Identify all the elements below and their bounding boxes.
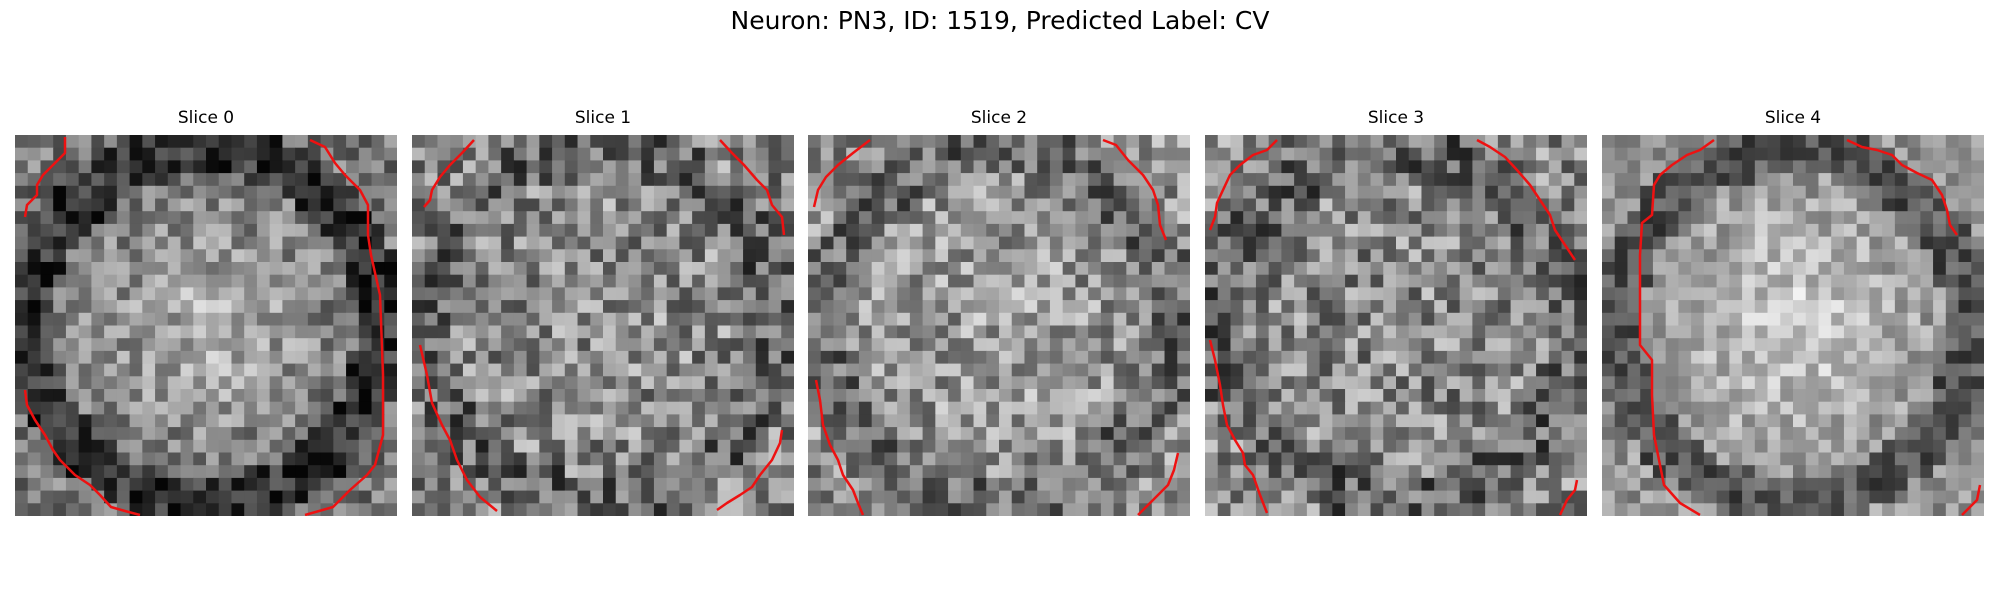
slice-image bbox=[412, 135, 794, 516]
slice-panel-0: Slice 0 bbox=[15, 0, 397, 600]
pixel-grid bbox=[1205, 135, 1587, 516]
slice-title: Slice 0 bbox=[177, 108, 235, 128]
segmentation-contour bbox=[23, 137, 385, 516]
slice-panel-3: Slice 3 bbox=[1205, 0, 1587, 600]
pixel-grid bbox=[808, 135, 1190, 516]
segmentation-contour bbox=[1208, 138, 1579, 516]
slice-panel-2: Slice 2 bbox=[808, 0, 1190, 600]
slice-title: Slice 1 bbox=[574, 108, 632, 128]
slice-panel-4: Slice 4 bbox=[1602, 0, 1984, 600]
slice-image bbox=[808, 135, 1190, 516]
slice-image bbox=[15, 135, 397, 516]
segmentation-contour bbox=[812, 138, 1180, 516]
figure-title: Neuron: PN3, ID: 1519, Predicted Label: … bbox=[730, 6, 1270, 35]
slice-title: Slice 4 bbox=[1764, 108, 1822, 128]
slice-panel-1: Slice 1 bbox=[412, 0, 794, 600]
slice-title: Slice 3 bbox=[1367, 108, 1425, 128]
pixel-grid bbox=[412, 135, 794, 516]
segmentation-contour bbox=[418, 139, 786, 512]
slice-image bbox=[1602, 135, 1984, 516]
pixel-grid bbox=[1602, 135, 1984, 516]
slice-image bbox=[1205, 135, 1587, 516]
pixel-grid bbox=[15, 135, 397, 516]
segmentation-contour bbox=[1638, 138, 1982, 516]
slice-title: Slice 2 bbox=[970, 108, 1028, 128]
